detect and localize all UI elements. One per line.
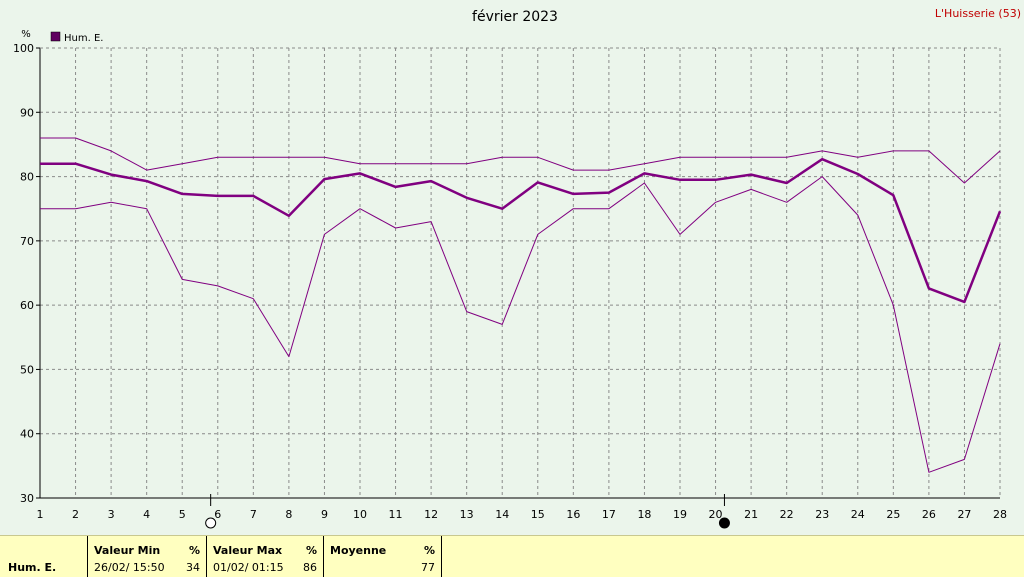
y-tick-label: 90 [20, 106, 34, 119]
x-tick-label: 24 [851, 508, 865, 521]
x-tick-label: 6 [214, 508, 221, 521]
y-tick-label: 80 [20, 171, 34, 184]
chart-title: février 2023 [472, 9, 558, 25]
x-tick-label: 20 [709, 508, 723, 521]
stats-row-label: Hum. E. [8, 561, 56, 574]
x-tick-label: 11 [389, 508, 403, 521]
avg-header: Moyenne [330, 544, 386, 557]
avg-value: 77 [421, 561, 435, 574]
new-moon-icon [719, 518, 729, 528]
x-tick-label: 19 [673, 508, 687, 521]
max-value: 86 [303, 561, 317, 574]
x-tick-label: 5 [179, 508, 186, 521]
x-tick-label: 13 [460, 508, 474, 521]
full-moon-icon [206, 518, 216, 528]
x-tick-label: 9 [321, 508, 328, 521]
x-tick-label: 25 [886, 508, 900, 521]
y-tick-label: 50 [20, 363, 34, 376]
x-tick-label: 10 [353, 508, 367, 521]
plot-background [40, 48, 1000, 498]
stats-row-label-cell: Hum. E. [0, 536, 88, 577]
max-header: Valeur Max [213, 544, 282, 557]
station-name: L'Huisserie (53) [935, 7, 1021, 20]
x-tick-label: 17 [602, 508, 616, 521]
stats-avg-cell: Moyenne % 77 [324, 536, 442, 577]
legend-swatch [51, 32, 60, 41]
x-tick-label: 28 [993, 508, 1007, 521]
avg-unit: % [424, 544, 435, 557]
stats-empty-cell [442, 536, 1022, 577]
x-tick-label: 2 [72, 508, 79, 521]
x-tick-label: 22 [780, 508, 794, 521]
min-value: 34 [186, 561, 200, 574]
y-tick-label: 100 [13, 42, 34, 55]
x-tick-label: 4 [143, 508, 150, 521]
x-tick-label: 3 [108, 508, 115, 521]
y-tick-label: 40 [20, 428, 34, 441]
y-tick-label: 60 [20, 299, 34, 312]
min-time: 26/02/ 15:50 [94, 561, 165, 574]
x-tick-label: 21 [744, 508, 758, 521]
x-tick-label: 14 [495, 508, 509, 521]
y-tick-label: 30 [20, 492, 34, 505]
x-tick-label: 18 [637, 508, 651, 521]
min-header: Valeur Min [94, 544, 160, 557]
x-tick-label: 16 [566, 508, 580, 521]
y-axis-unit: % [21, 29, 31, 40]
stats-min-cell: Valeur Min % 26/02/ 15:50 34 [88, 536, 207, 577]
stats-max-cell: Valeur Max % 01/02/ 01:15 86 [207, 536, 324, 577]
humidity-chart: février 2023 L'Huisserie (53) % Hum. E. … [0, 0, 1024, 535]
x-tick-label: 23 [815, 508, 829, 521]
x-tick-label: 1 [37, 508, 44, 521]
x-tick-label: 12 [424, 508, 438, 521]
x-tick-label: 8 [285, 508, 292, 521]
x-tick-label: 27 [957, 508, 971, 521]
min-unit: % [189, 544, 200, 557]
y-tick-label: 70 [20, 235, 34, 248]
stats-panel: Hum. E. Valeur Min % 26/02/ 15:50 34 Val… [0, 535, 1024, 577]
max-unit: % [306, 544, 317, 557]
x-tick-label: 7 [250, 508, 257, 521]
legend-label: Hum. E. [64, 33, 103, 44]
x-tick-label: 15 [531, 508, 545, 521]
x-tick-label: 26 [922, 508, 936, 521]
max-time: 01/02/ 01:15 [213, 561, 284, 574]
